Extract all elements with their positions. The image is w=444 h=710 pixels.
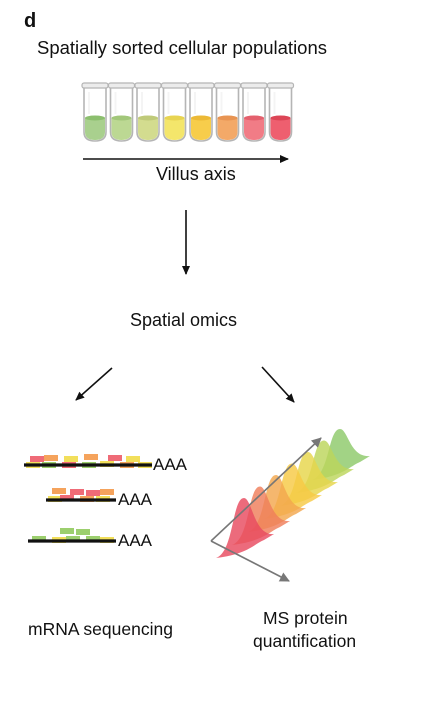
read-fragment — [52, 488, 66, 494]
mrna-read-group — [28, 528, 116, 543]
mrna-read-group — [46, 488, 116, 502]
mrna-reads — [24, 454, 152, 543]
read-fragment — [86, 536, 100, 542]
right-branch-arrow — [261, 366, 295, 403]
read-fragment — [86, 490, 100, 496]
read-fragment — [30, 456, 44, 462]
panel-letter: d — [24, 10, 37, 32]
ms-peaks — [216, 429, 370, 558]
read-fragment — [84, 454, 98, 460]
read-fragment — [32, 536, 46, 542]
polya-tail-1: AAA — [153, 455, 188, 474]
test-tube — [266, 82, 295, 142]
read-fragment — [60, 495, 74, 501]
read-fragment — [60, 528, 74, 534]
left-branch-arrow — [75, 367, 113, 401]
ms-plot — [210, 429, 370, 582]
read-fragment — [66, 536, 80, 542]
read-fragment — [100, 489, 114, 495]
read-fragment — [64, 456, 78, 462]
ms-axis-up — [210, 437, 322, 542]
villus-axis-label: Villus axis — [156, 164, 236, 184]
ms-peak — [216, 498, 274, 558]
test-tube — [213, 82, 242, 142]
read-fragment — [70, 489, 84, 495]
tube-rack — [81, 82, 295, 142]
mrna-sequencing-label: mRNA sequencing — [28, 619, 173, 639]
figure-title: Spatially sorted cellular populations — [37, 37, 328, 58]
test-tube — [134, 82, 162, 142]
test-tube — [160, 82, 189, 142]
spatial-omics-label: Spatial omics — [130, 310, 238, 330]
ms-axis-down — [210, 540, 290, 582]
test-tube — [107, 82, 136, 142]
ms-label-line2: quantification — [253, 631, 357, 651]
polya-tail-3: AAA — [118, 531, 153, 550]
mrna-read-group — [24, 454, 152, 468]
read-fragment — [126, 456, 140, 462]
polya-tail-2: AAA — [118, 490, 153, 509]
test-tube — [240, 82, 268, 142]
read-fragment — [44, 455, 58, 461]
ms-label-line1: MS protein — [263, 608, 348, 628]
test-tube — [187, 82, 215, 142]
read-fragment — [76, 529, 90, 535]
read-fragment — [108, 455, 122, 461]
test-tube — [81, 82, 109, 142]
